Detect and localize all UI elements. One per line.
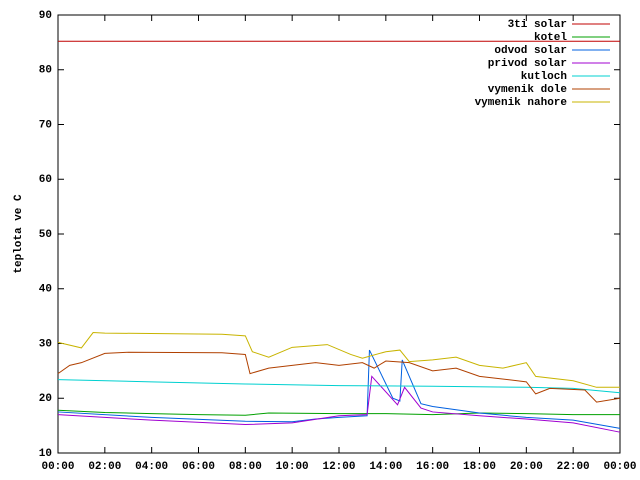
x-tick-label: 00:00 [41, 461, 74, 473]
series-line [57, 351, 621, 403]
y-tick-label: 90 [39, 10, 52, 22]
series-line [57, 375, 621, 433]
x-tick-label: 12:00 [322, 461, 355, 473]
legend-label: vymenik nahore [475, 97, 568, 109]
legend-label: 3ti solar [508, 19, 567, 31]
y-tick-label: 10 [39, 448, 52, 460]
x-tick-label: 16:00 [416, 461, 449, 473]
legend-label: kotel [534, 32, 567, 44]
y-tick-label: 30 [39, 338, 52, 350]
x-tick-label: 06:00 [182, 461, 215, 473]
y-axis-label: teplota ve C [13, 194, 25, 274]
series-line [57, 332, 620, 388]
x-tick-label: 08:00 [229, 461, 262, 473]
y-tick-label: 50 [39, 229, 52, 241]
x-tick-label: 10:00 [276, 461, 309, 473]
x-tick-label: 02:00 [88, 461, 121, 473]
legend-label: kutloch [521, 71, 567, 83]
series-line [57, 349, 621, 429]
y-tick-label: 80 [39, 65, 52, 77]
y-tick-label: 60 [39, 174, 52, 186]
y-tick-label: 70 [39, 119, 52, 131]
x-tick-label: 14:00 [369, 461, 402, 473]
y-tick-label: 40 [39, 284, 52, 296]
x-tick-label: 20:00 [510, 461, 543, 473]
x-tick-label: 18:00 [463, 461, 496, 473]
x-tick-label: 00:00 [603, 461, 636, 473]
x-tick-label: 04:00 [135, 461, 168, 473]
series-line [57, 409, 620, 416]
legend-label: odvod solar [494, 45, 567, 57]
legend-label: privod solar [488, 58, 567, 70]
y-tick-label: 20 [39, 393, 52, 405]
legend-label: vymenik dole [488, 84, 568, 96]
x-tick-label: 22:00 [557, 461, 590, 473]
series-line [57, 379, 621, 394]
